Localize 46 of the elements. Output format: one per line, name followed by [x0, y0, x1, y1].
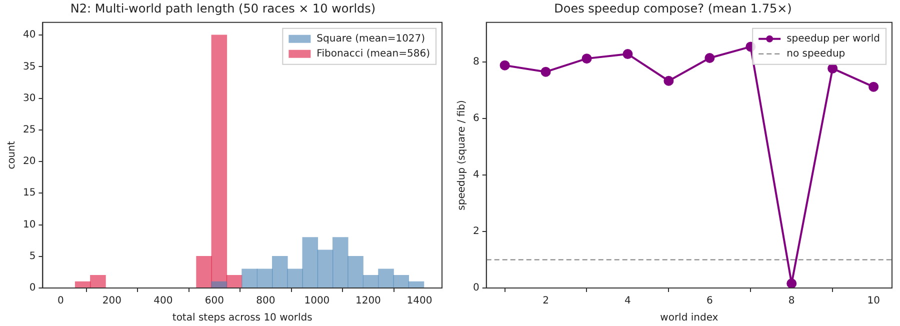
legend-label: Fibonacci (mean=586): [316, 48, 430, 60]
y-tick-label: 8: [472, 56, 480, 68]
x-tick-label: 6: [706, 296, 713, 307]
chart-title: Does speedup compose? (mean 1.75×): [554, 1, 792, 16]
x-tick-label: 0: [57, 296, 64, 307]
y-tick-label: 15: [22, 188, 36, 199]
legend-label: Square (mean=1027): [316, 33, 426, 44]
point: [704, 53, 715, 63]
y-tick-label: 0: [472, 282, 480, 294]
y-tick-label: 4: [472, 170, 480, 181]
x-tick-label: 600: [204, 296, 224, 307]
point: [786, 278, 797, 288]
x-tick-label: 2: [542, 296, 549, 307]
point: [582, 54, 592, 64]
point: [540, 66, 551, 77]
point: [622, 49, 633, 60]
y-tick-label: 30: [22, 92, 36, 104]
y-tick-label: 20: [22, 156, 36, 168]
x-tick-label: 1400: [406, 296, 432, 307]
x-tick-label: 1000: [304, 296, 330, 307]
legend-label: speedup per world: [786, 33, 880, 44]
y-tick-label: 6: [472, 113, 480, 124]
point: [868, 82, 879, 92]
y-tick-label: 10: [22, 219, 36, 230]
x-tick-label: 8: [788, 296, 795, 307]
y-tick-label: 25: [22, 124, 36, 136]
x-axis-title: world index: [660, 312, 718, 324]
y-axis-title: count: [6, 141, 18, 170]
y-tick-label: 5: [29, 250, 36, 262]
x-tick-label: 200: [102, 296, 122, 307]
y-tick-label: 35: [22, 61, 36, 72]
y-axis-title: speedup (square / fib): [456, 100, 468, 210]
point: [664, 76, 674, 86]
point: [828, 63, 838, 74]
x-axis-title: total steps across 10 worlds: [172, 312, 312, 324]
legend-label: no speedup: [786, 48, 846, 60]
x-tick-label: 4: [624, 296, 631, 307]
point: [500, 60, 510, 70]
y-tick-label: 0: [29, 282, 36, 294]
y-tick-label: 2: [472, 226, 480, 238]
x-tick-label: 800: [256, 296, 276, 307]
x-tick-label: 1200: [355, 296, 381, 307]
x-tick-label: 400: [154, 296, 173, 307]
chart-title: N2: Multi-world path length (50 races × 10 worlds): [70, 1, 376, 16]
x-tick-label: 10: [867, 296, 880, 307]
y-tick-label: 40: [22, 30, 36, 41]
